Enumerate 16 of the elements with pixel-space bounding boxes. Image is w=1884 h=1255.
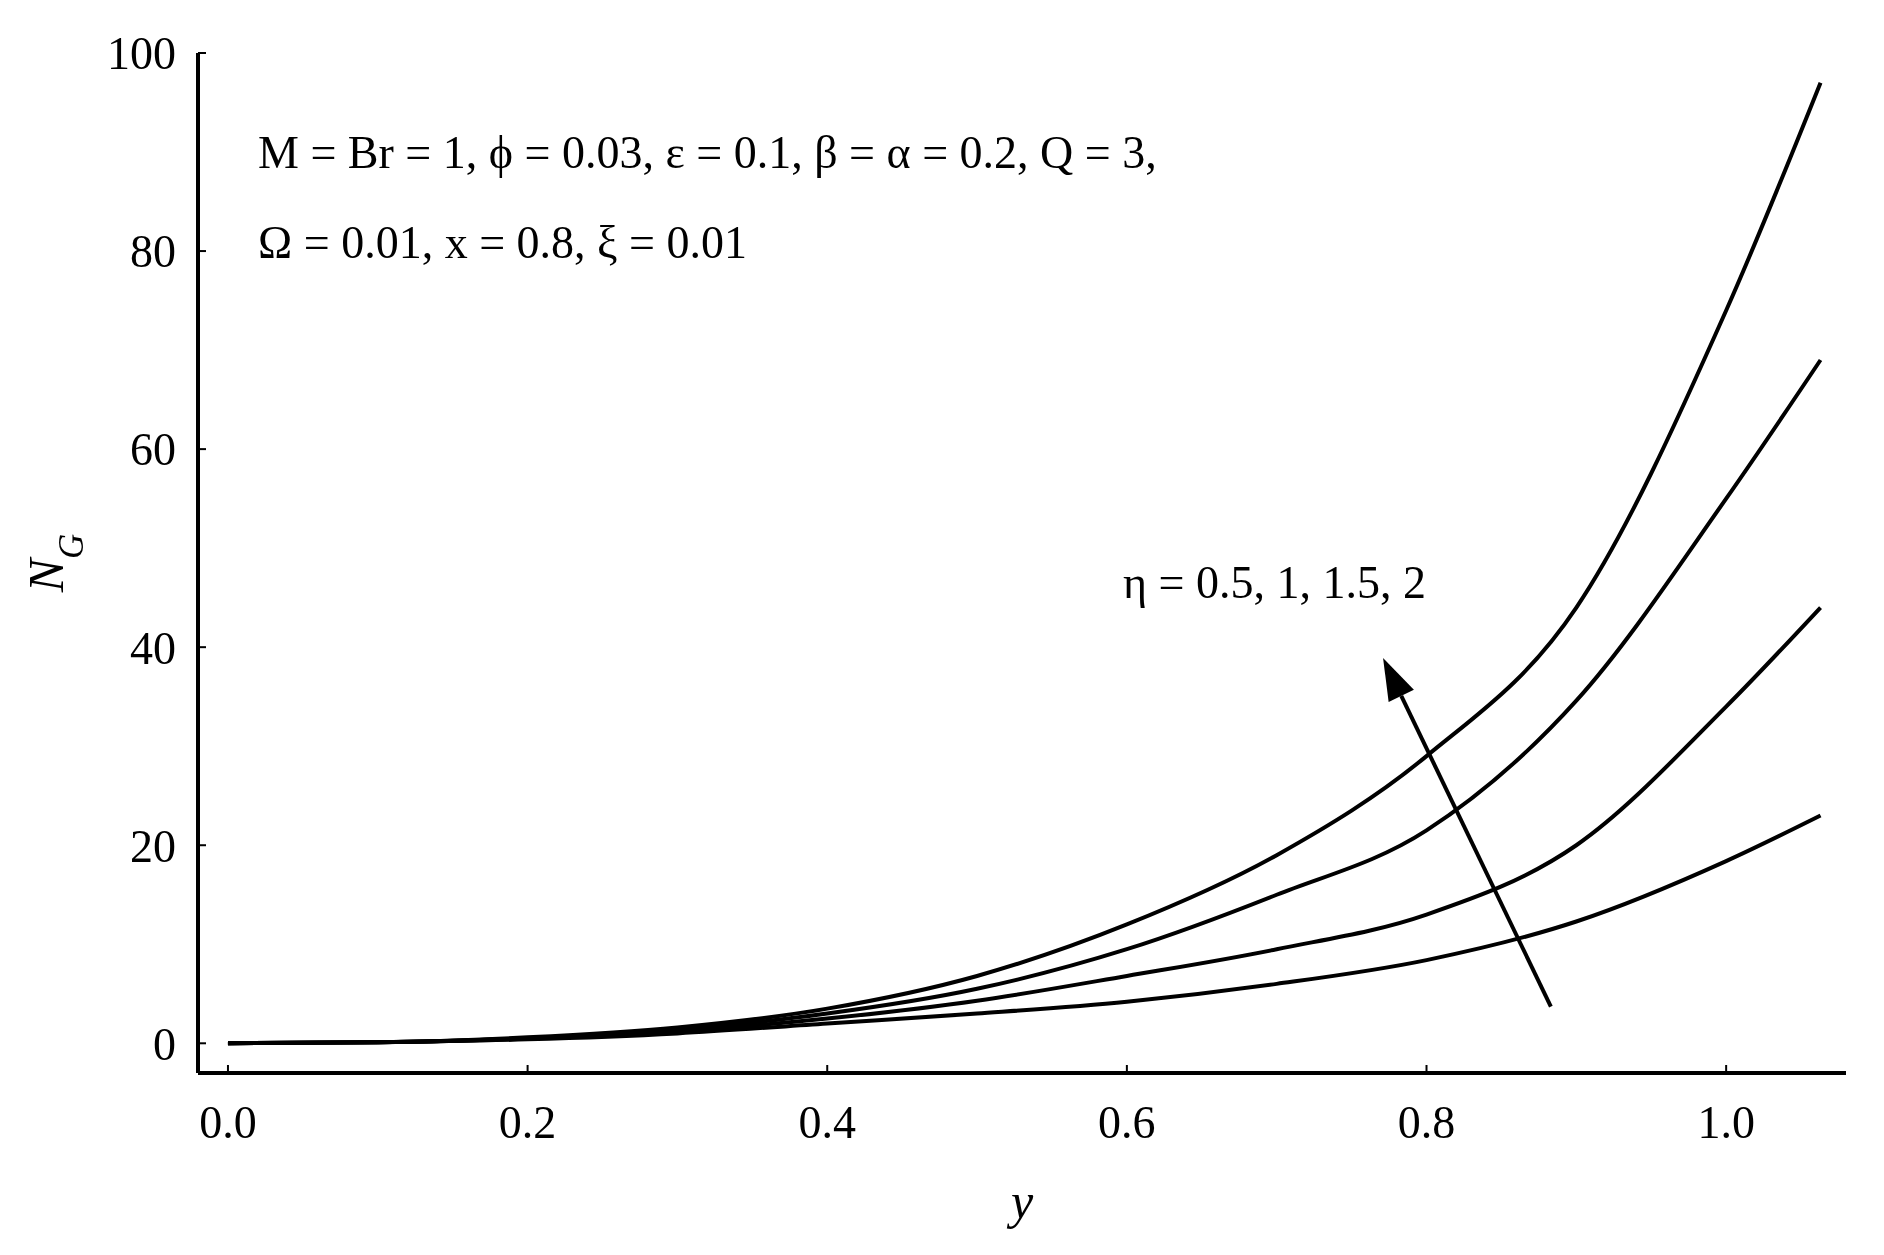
x-tick-label: 0.8 [1397, 1096, 1456, 1148]
y-tick-label: 0 [153, 1018, 176, 1070]
x-tick-label: 0.0 [199, 1096, 257, 1148]
x-tick-label: 0.2 [498, 1096, 557, 1148]
annotation: η = 0.5, 1, 1.5, 2 [1123, 557, 1426, 608]
y-tick-label: 100 [107, 28, 176, 80]
y-tick-label: 40 [130, 622, 176, 674]
x-tick-label: 0.6 [1098, 1096, 1156, 1148]
annotation: M = Br = 1, ϕ = 0.03, ε = 0.1, β = α = 0.2, Q = 3, [258, 127, 1157, 178]
x-tick-label: 0.4 [798, 1096, 856, 1148]
annotation: Ω = 0.01, x = 0.8, ξ = 0.01 [258, 217, 748, 268]
y-tick-label: 20 [130, 820, 176, 872]
y-tick-label: 80 [130, 226, 176, 278]
x-tick-label: 1.0 [1697, 1096, 1755, 1148]
x-axis-title: y [1005, 1173, 1034, 1229]
y-tick-label: 60 [130, 424, 176, 476]
